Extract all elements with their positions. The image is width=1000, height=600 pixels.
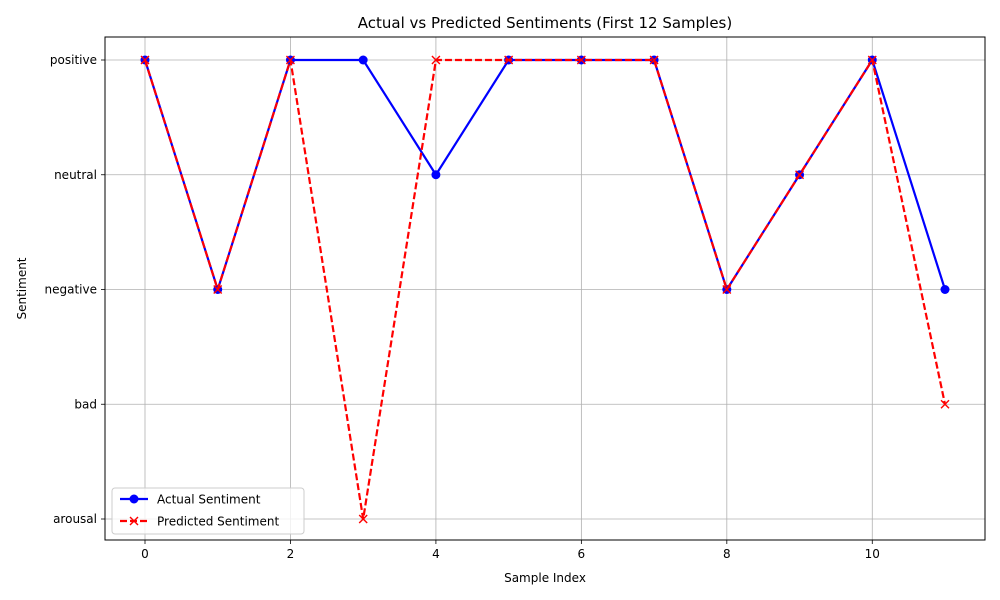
x-tick-label: 6	[578, 547, 586, 561]
data-point-predicted	[358, 514, 368, 524]
data-point-predicted	[431, 55, 441, 65]
data-point-predicted	[867, 55, 877, 65]
x-tick-label: 2	[287, 547, 295, 561]
data-point-actual	[358, 55, 368, 65]
data-point-predicted	[940, 399, 950, 409]
data-point-predicted	[576, 55, 586, 65]
data-point-actual	[940, 285, 950, 294]
series-line-predicted	[143, 58, 947, 521]
data-point-predicted	[504, 55, 514, 65]
data-point-predicted	[140, 55, 150, 65]
x-tick-label: 10	[865, 547, 880, 561]
x-tick-label: 8	[723, 547, 731, 561]
data-point-predicted	[649, 55, 659, 65]
legend-entry-actual: Actual Sentiment	[120, 493, 261, 507]
x-tick-label: 4	[432, 547, 440, 561]
ticks: 0 2 4 6 8 10 arousal bad negative neutral positive	[45, 53, 880, 561]
legend: Actual Sentiment Predicted Sentiment	[111, 487, 305, 535]
data-point-actual	[431, 170, 441, 180]
y-tick-label: bad	[74, 397, 97, 411]
data-point-predicted	[285, 55, 295, 65]
grid	[105, 37, 985, 540]
chart-title: Actual vs Predicted Sentiments (First 12…	[358, 14, 732, 32]
y-tick-label: positive	[50, 53, 97, 67]
legend-marker-predicted	[129, 516, 139, 526]
legend-box	[111, 487, 305, 535]
legend-label-predicted: Predicted Sentiment	[157, 515, 279, 529]
y-tick-label: neutral	[54, 168, 97, 182]
plot-frame	[104, 36, 986, 541]
y-axis-title: Sentiment	[15, 257, 29, 319]
y-tick-label: negative	[45, 283, 97, 297]
x-axis-title: Sample Index	[504, 571, 586, 585]
data-point-predicted	[213, 285, 223, 294]
data-point-predicted	[722, 285, 732, 294]
series-layer	[140, 55, 950, 524]
legend-label-actual: Actual Sentiment	[157, 493, 261, 507]
data-point-predicted	[795, 170, 805, 180]
legend-marker-actual	[129, 494, 139, 504]
legend-entry-predicted: Predicted Sentiment	[120, 515, 279, 529]
y-tick-label: arousal	[53, 512, 97, 526]
x-tick-label: 0	[141, 547, 149, 561]
